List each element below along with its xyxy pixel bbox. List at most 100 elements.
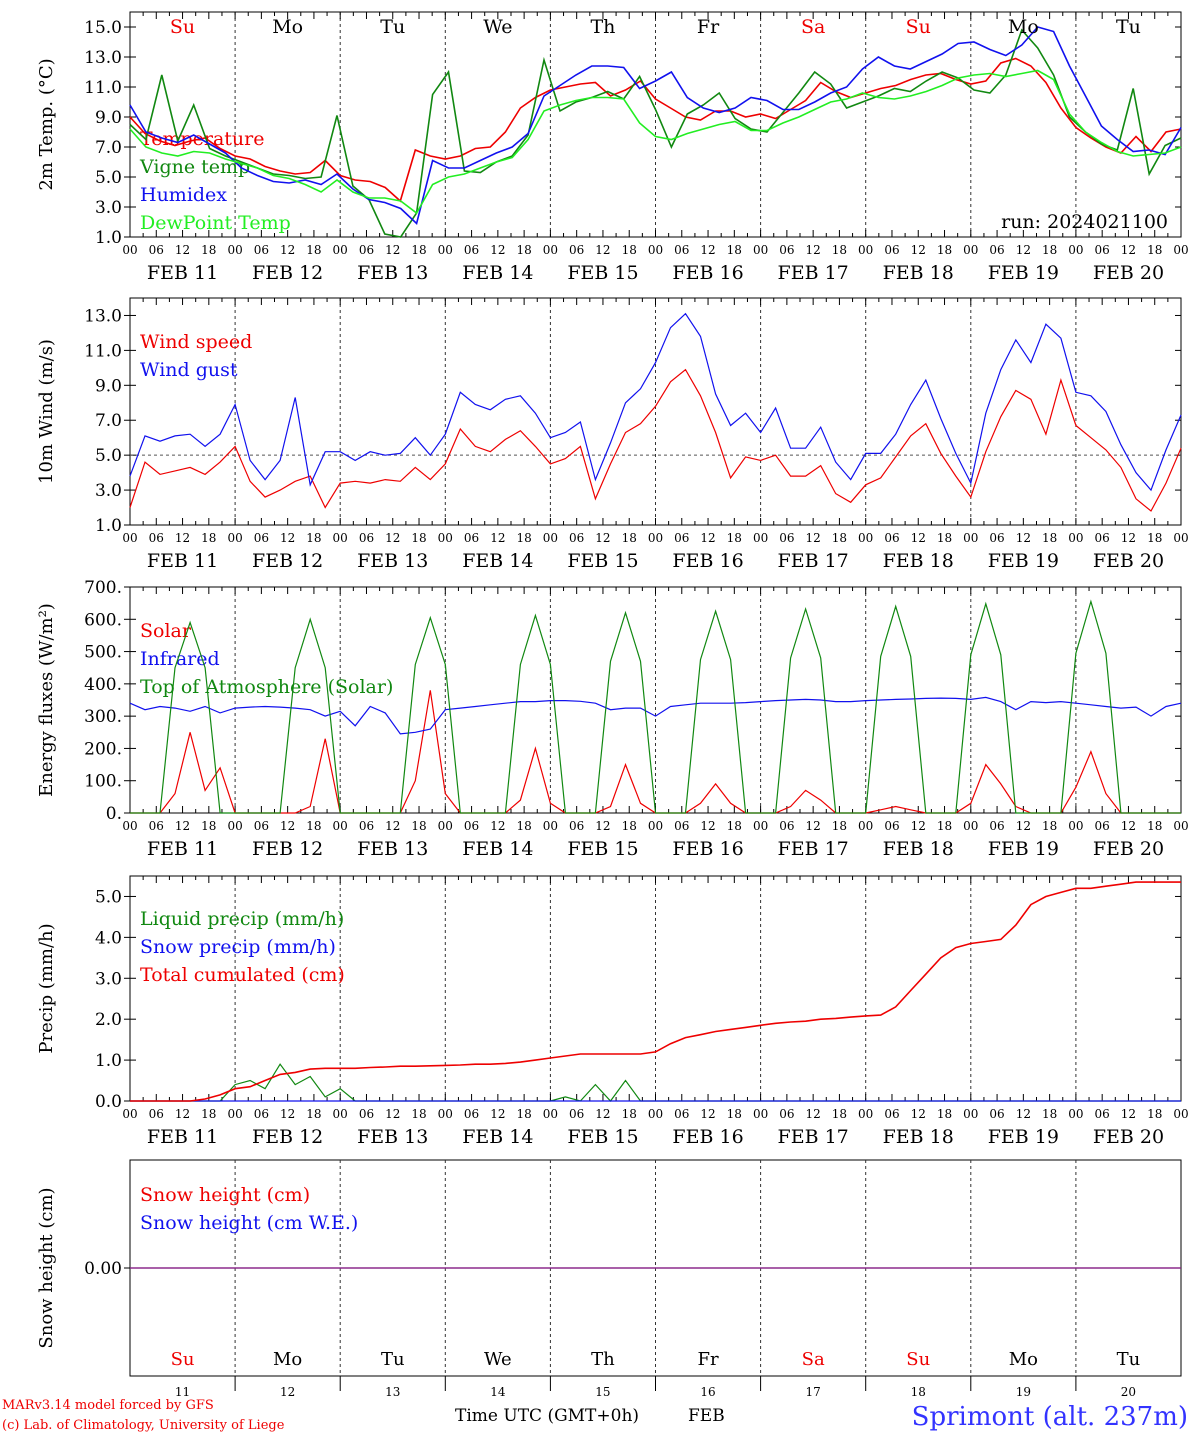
date-label: FEB 15 xyxy=(567,262,638,284)
date-label: FEB 18 xyxy=(883,1126,954,1148)
hour-tick-label: 06 xyxy=(779,1107,794,1121)
hour-tick-label: 06 xyxy=(884,1107,899,1121)
hour-tick-label: 12 xyxy=(280,1107,295,1121)
day-name-label: Tu xyxy=(1117,1349,1141,1370)
hour-tick-label: 18 xyxy=(832,243,847,257)
day-number-label: 20 xyxy=(1121,1385,1136,1399)
day-name-label: Th xyxy=(590,16,615,38)
series-line xyxy=(129,312,1182,492)
hour-tick-label: 06 xyxy=(989,243,1004,257)
y-tick-label: 2.0 xyxy=(95,1010,122,1030)
series-line xyxy=(129,28,1182,238)
hour-tick-label: 12 xyxy=(280,243,295,257)
date-label: FEB 15 xyxy=(567,838,638,860)
day-number-label: 12 xyxy=(280,1385,295,1399)
day-name-label: Mo xyxy=(272,16,303,38)
date-label: FEB 14 xyxy=(462,550,533,572)
day-number-label: 14 xyxy=(490,1385,506,1399)
hour-tick-label: 06 xyxy=(1095,1107,1110,1121)
hour-tick-label: 12 xyxy=(595,1107,610,1121)
series-line xyxy=(129,57,1182,203)
day-name-label: Tu xyxy=(380,16,405,38)
day-number-label: 18 xyxy=(911,1385,926,1399)
date-label: FEB 14 xyxy=(462,262,533,284)
date-label: FEB 14 xyxy=(462,1126,533,1148)
lab-credit: (c) Lab. of Climatology, University of L… xyxy=(2,1418,285,1433)
hour-tick-label: 12 xyxy=(1121,819,1136,833)
hour-tick-label: 06 xyxy=(569,819,584,833)
date-label: FEB 11 xyxy=(147,262,218,284)
hour-tick-label: 18 xyxy=(622,1107,637,1121)
hour-tick-label: 18 xyxy=(1042,243,1057,257)
hour-tick-label: 06 xyxy=(149,819,164,833)
date-label: FEB 18 xyxy=(883,838,954,860)
hour-tick-label: 18 xyxy=(306,1107,321,1121)
series-line xyxy=(130,881,1181,1102)
hour-tick-label: 00 xyxy=(1068,1107,1083,1121)
day-name-label: Su xyxy=(171,1349,195,1370)
y-tick-label: 5.0 xyxy=(95,168,122,188)
hour-tick-label: 00 xyxy=(1173,531,1188,545)
hour-tick-label: 18 xyxy=(727,819,742,833)
y-axis-label: Precip (mm/h) xyxy=(36,923,57,1053)
date-label: FEB 13 xyxy=(357,262,428,284)
hour-tick-label: 18 xyxy=(411,531,426,545)
date-label: FEB 19 xyxy=(988,838,1059,860)
y-tick-label: 200. xyxy=(84,739,122,759)
y-tick-label: 3.0 xyxy=(95,481,122,501)
hour-tick-label: 06 xyxy=(674,819,689,833)
hour-tick-label: 18 xyxy=(1042,531,1057,545)
y-tick-label: 15.0 xyxy=(84,18,122,38)
y-tick-label: 700. xyxy=(84,578,122,598)
hour-tick-label: 18 xyxy=(411,1107,426,1121)
hour-tick-label: 18 xyxy=(1147,243,1162,257)
hour-tick-label: 00 xyxy=(122,531,137,545)
hour-tick-label: 12 xyxy=(911,243,926,257)
y-axis-label: 2m Temp. (°C) xyxy=(36,58,57,190)
y-tick-label: 300. xyxy=(84,707,122,727)
date-label: FEB 11 xyxy=(147,550,218,572)
hour-tick-label: 00 xyxy=(858,243,873,257)
hour-tick-label: 18 xyxy=(1147,819,1162,833)
hour-tick-label: 00 xyxy=(963,243,978,257)
y-tick-label: 5.0 xyxy=(95,887,122,907)
day-name-label: Th xyxy=(591,1349,615,1370)
hour-tick-label: 00 xyxy=(438,243,453,257)
hour-tick-label: 06 xyxy=(1095,819,1110,833)
day-name-label: We xyxy=(483,16,512,38)
hour-tick-label: 18 xyxy=(727,1107,742,1121)
hour-tick-label: 06 xyxy=(464,1107,479,1121)
hour-tick-label: 06 xyxy=(359,531,374,545)
y-tick-label: 1.0 xyxy=(95,228,122,248)
hour-tick-label: 18 xyxy=(832,531,847,545)
day-number-label: 11 xyxy=(175,1385,190,1399)
legend-entry: Vigne temp xyxy=(139,156,250,178)
hour-tick-label: 00 xyxy=(122,243,137,257)
hour-tick-label: 12 xyxy=(1016,531,1031,545)
y-tick-label: 11.0 xyxy=(84,78,122,98)
hour-tick-label: 12 xyxy=(385,243,400,257)
legend-entry: Liquid precip (mm/h) xyxy=(140,908,344,930)
hour-tick-label: 18 xyxy=(201,531,216,545)
hour-tick-label: 18 xyxy=(516,531,531,545)
date-label: FEB 17 xyxy=(778,1126,849,1148)
date-label: FEB 20 xyxy=(1093,550,1164,572)
hour-tick-label: 00 xyxy=(858,819,873,833)
time-axis-label: Time UTC (GMT+0h) xyxy=(455,1406,640,1426)
day-number-label: 16 xyxy=(700,1385,715,1399)
hour-tick-label: 12 xyxy=(806,243,821,257)
hour-tick-label: 18 xyxy=(622,531,637,545)
hour-tick-label: 18 xyxy=(201,819,216,833)
date-label: FEB 15 xyxy=(567,1126,638,1148)
hour-tick-label: 06 xyxy=(674,531,689,545)
hour-tick-label: 12 xyxy=(700,1107,715,1121)
hour-tick-label: 12 xyxy=(175,531,190,545)
day-name-label: Tu xyxy=(381,1349,405,1370)
hour-tick-label: 00 xyxy=(543,1107,558,1121)
date-label: FEB 16 xyxy=(672,550,743,572)
hour-tick-label: 12 xyxy=(1121,1107,1136,1121)
hour-tick-label: 18 xyxy=(516,243,531,257)
y-tick-label: 3.0 xyxy=(95,969,122,989)
day-name-label: We xyxy=(484,1349,512,1370)
hour-tick-label: 12 xyxy=(175,243,190,257)
